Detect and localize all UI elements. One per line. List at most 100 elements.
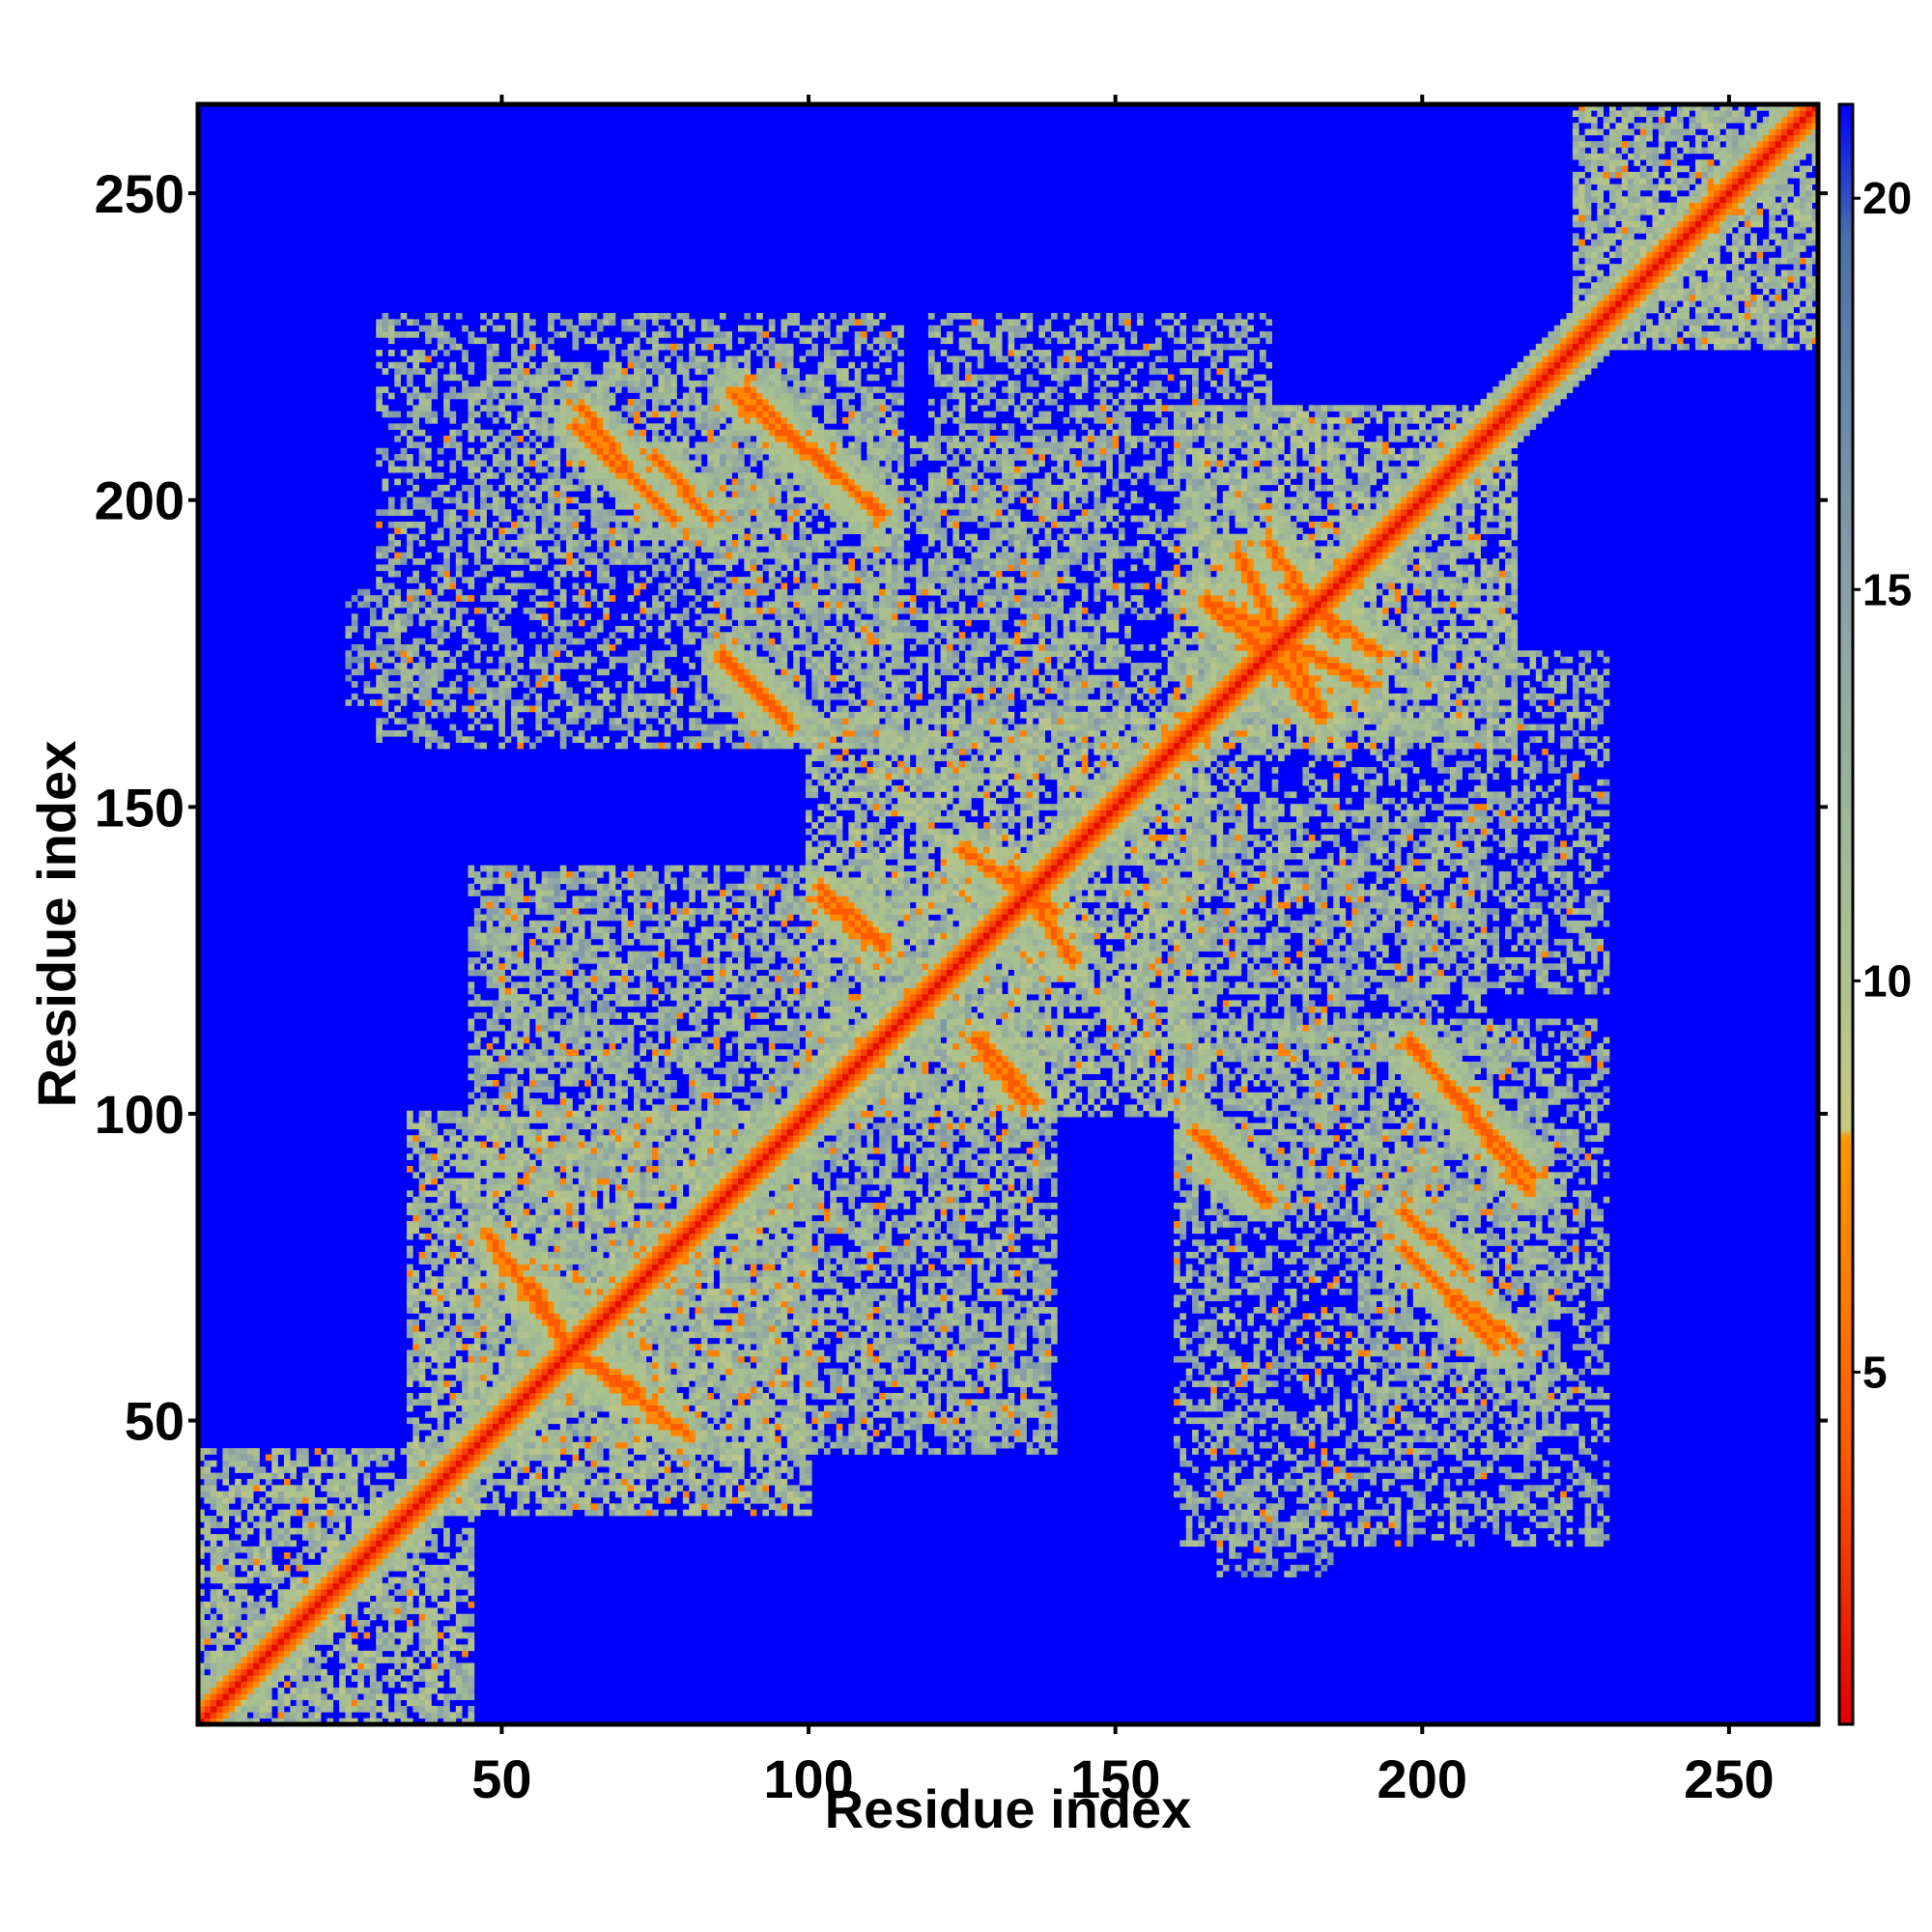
heatmap-cell xyxy=(297,1620,303,1627)
heatmap-cell xyxy=(345,1633,352,1639)
heatmap-cell xyxy=(247,1448,254,1455)
heatmap-cell xyxy=(260,1693,267,1700)
heatmap-cell xyxy=(407,1246,413,1253)
heatmap-cell xyxy=(394,1602,401,1608)
heatmap-cell xyxy=(370,1657,377,1663)
heatmap-cell xyxy=(229,1485,236,1492)
heatmap-cell xyxy=(412,350,419,356)
heatmap-cell xyxy=(297,1712,303,1719)
heatmap-cell xyxy=(321,1589,327,1596)
heatmap-cell xyxy=(407,412,413,418)
heatmap-cell xyxy=(204,1571,211,1577)
heatmap-cell xyxy=(383,1571,389,1577)
heatmap-cell xyxy=(315,1602,322,1608)
heatmap-cell xyxy=(339,1510,346,1517)
heatmap-cell xyxy=(407,1289,413,1295)
heatmap-cell xyxy=(388,412,395,418)
heatmap-cell xyxy=(376,681,383,688)
heatmap-cell xyxy=(308,1693,315,1700)
heatmap-cell xyxy=(247,1596,254,1603)
heatmap-cell xyxy=(383,706,389,713)
heatmap-cell xyxy=(315,1700,322,1707)
heatmap-cell xyxy=(278,1657,285,1663)
heatmap-cell xyxy=(235,1706,242,1713)
heatmap-cell xyxy=(357,1651,364,1658)
heatmap-cell xyxy=(407,1122,413,1129)
heatmap-cell xyxy=(412,1466,419,1473)
heatmap-cell xyxy=(302,1565,309,1572)
heatmap-cell xyxy=(407,1190,413,1197)
heatmap-cell xyxy=(235,1516,242,1522)
heatmap-cell xyxy=(302,1614,309,1621)
heatmap-cell xyxy=(364,1479,371,1486)
heatmap-cell xyxy=(211,1577,217,1584)
heatmap-cell xyxy=(211,1675,217,1682)
heatmap-cell xyxy=(412,694,419,700)
heatmap-cell xyxy=(383,1638,389,1645)
heatmap-cell xyxy=(394,1700,401,1707)
heatmap-cell xyxy=(412,1461,419,1467)
heatmap-cell xyxy=(315,1693,322,1700)
heatmap-cell xyxy=(376,632,383,639)
heatmap-cell xyxy=(345,1638,352,1645)
heatmap-cell xyxy=(297,1448,303,1455)
heatmap-cell xyxy=(388,350,395,356)
heatmap-cell xyxy=(388,423,395,430)
heatmap-cell xyxy=(216,1552,223,1559)
heatmap-cell xyxy=(394,509,401,516)
heatmap-cell xyxy=(302,1633,309,1639)
heatmap-cell xyxy=(383,1596,389,1603)
heatmap-cell xyxy=(278,1577,285,1584)
heatmap-cell xyxy=(352,1547,358,1553)
heatmap-cell xyxy=(204,1651,211,1658)
heatmap-cell xyxy=(241,1662,247,1669)
heatmap-cell xyxy=(388,730,395,737)
heatmap-cell xyxy=(211,1651,217,1658)
heatmap-cell xyxy=(407,1142,413,1149)
heatmap-cell xyxy=(266,1626,272,1633)
heatmap-cell xyxy=(222,1534,229,1541)
heatmap-cell xyxy=(216,1651,223,1658)
heatmap-cell xyxy=(253,1455,260,1462)
heatmap-cell xyxy=(352,1473,358,1480)
heatmap-cell xyxy=(253,1466,260,1473)
heatmap-cell xyxy=(370,1682,377,1689)
heatmap-cell xyxy=(333,1583,340,1590)
heatmap-cell xyxy=(327,1602,333,1608)
heatmap-cell xyxy=(339,1700,346,1707)
heatmap-cell xyxy=(290,1503,297,1510)
heatmap-cell xyxy=(271,1461,278,1467)
heatmap-cell xyxy=(412,1492,419,1498)
heatmap-cell xyxy=(260,1510,267,1517)
heatmap-cell xyxy=(394,1644,401,1651)
heatmap-cell xyxy=(297,1669,303,1676)
heatmap-cell xyxy=(370,1688,377,1694)
heatmap-cell xyxy=(412,1320,419,1326)
heatmap-cell xyxy=(266,1688,272,1694)
heatmap-cell xyxy=(235,1644,242,1651)
heatmap-cell xyxy=(401,1669,408,1676)
heatmap-cell xyxy=(278,1510,285,1517)
heatmap-cell xyxy=(211,1662,217,1669)
heatmap-cell xyxy=(222,1565,229,1572)
heatmap-cell xyxy=(352,1466,358,1473)
heatmap-cell xyxy=(339,1565,346,1572)
heatmap-cell xyxy=(388,1540,395,1547)
heatmap-cell xyxy=(412,1706,419,1713)
heatmap-cell xyxy=(388,1510,395,1517)
heatmap-cell xyxy=(339,1626,346,1633)
heatmap-cell xyxy=(412,412,419,418)
heatmap-cell xyxy=(407,1203,413,1209)
heatmap-cell xyxy=(407,381,413,387)
heatmap-cell xyxy=(247,1706,254,1713)
heatmap-cell xyxy=(260,1712,267,1719)
heatmap-cell xyxy=(211,1693,217,1700)
heatmap-cell xyxy=(284,1607,291,1614)
heatmap-cell xyxy=(345,1669,352,1676)
heatmap-cell xyxy=(211,1565,217,1572)
heatmap-cell xyxy=(376,1602,383,1608)
heatmap-cell xyxy=(412,441,419,448)
heatmap-cell xyxy=(370,620,377,627)
heatmap-cell xyxy=(412,1448,419,1455)
